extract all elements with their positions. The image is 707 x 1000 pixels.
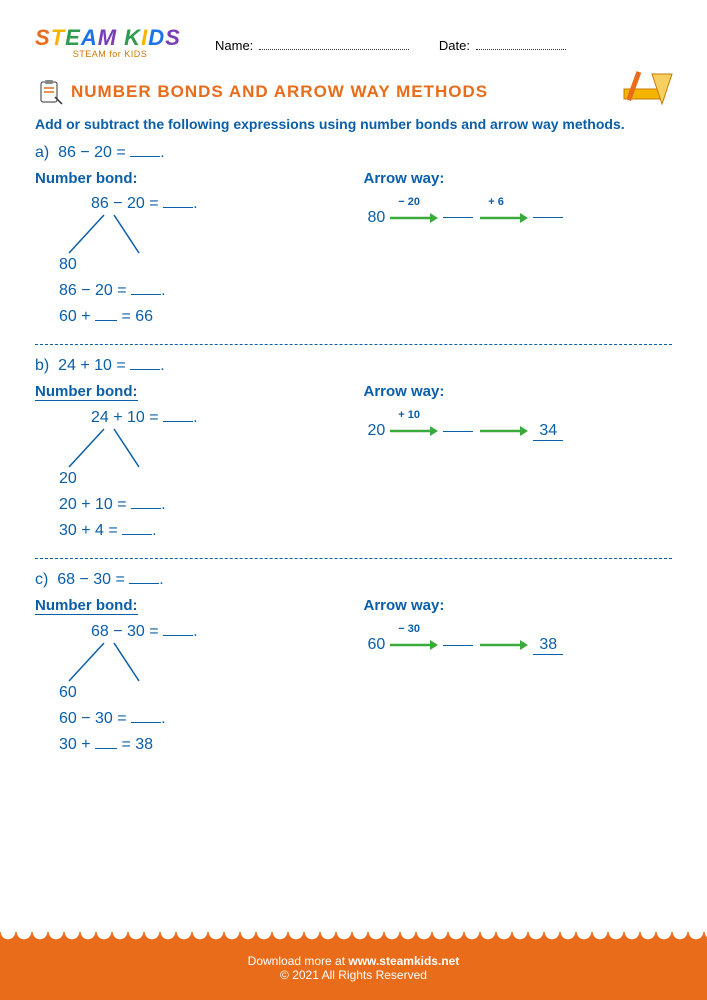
bond-step: 60 − 30 = .: [59, 710, 344, 728]
header-fields: Name: Date:: [215, 38, 672, 53]
arrow-way-label: Arrow way:: [364, 383, 445, 400]
number-bond-label: Number bond:: [35, 597, 138, 615]
arrow-op2-label: + 6: [488, 196, 504, 208]
bond-equation: 68 − 30 = .: [91, 623, 344, 641]
number-bond-label: Number bond:: [35, 383, 138, 401]
bond-diagram: [59, 427, 344, 474]
footer-scallop: [0, 932, 707, 944]
date-field: Date:: [439, 38, 566, 53]
bond-step: 30 + 4 = .: [59, 522, 344, 540]
page-footer: Download more at www.steamkids.net © 202…: [0, 940, 707, 1000]
arrow-op1-label: − 30: [398, 623, 420, 635]
bond-diagram: [59, 641, 344, 688]
bond-step: 60 + = 66: [59, 308, 344, 326]
arrow-result: 38: [533, 636, 563, 655]
problem-expression: b) 24 + 10 = .: [35, 357, 672, 375]
problem-b: b) 24 + 10 = . Number bond: 24 + 10 = . …: [35, 357, 672, 548]
arrow-result: 34: [533, 422, 563, 441]
bond-step: 30 + = 38: [59, 736, 344, 754]
problem-expression: c) 68 − 30 = .: [35, 571, 672, 589]
arrow-end-blank[interactable]: [533, 217, 563, 218]
arrow-diagram: 20 + 10 34: [368, 422, 673, 441]
bond-equation: 24 + 10 = .: [91, 409, 344, 427]
arrow-op1-label: − 20: [398, 196, 420, 208]
footer-line1: Download more at www.steamkids.net: [0, 954, 707, 968]
arrow-start: 20: [368, 422, 386, 440]
name-field: Name:: [215, 38, 409, 53]
arrow-step1: − 30: [388, 639, 438, 651]
arrow-step2: + 6: [478, 212, 528, 224]
arrow-start: 60: [368, 636, 386, 654]
footer-copyright: © 2021 All Rights Reserved: [0, 968, 707, 982]
name-blank[interactable]: [259, 38, 409, 50]
arrow-mid-blank[interactable]: [443, 431, 473, 432]
arrow-diagram: 60 − 30 38: [368, 636, 673, 655]
date-blank[interactable]: [476, 38, 566, 50]
arrow-step2: [478, 639, 528, 651]
arrow-op1-label: + 10: [398, 409, 420, 421]
logo: STEAM KIDS STEAM for KIDS: [35, 25, 185, 59]
arrow-mid-blank[interactable]: [443, 217, 473, 218]
logo-text: STEAM KIDS: [35, 25, 185, 51]
clipboard-icon: [35, 77, 65, 107]
section-divider: [35, 344, 672, 345]
date-label: Date:: [439, 38, 470, 53]
arrow-way-label: Arrow way:: [364, 170, 445, 187]
instructions: Add or subtract the following expression…: [35, 115, 672, 134]
arrow-step2: [478, 425, 528, 437]
arrow-start: 80: [368, 209, 386, 227]
bond-step: 20 + 10 = .: [59, 496, 344, 514]
arrow-mid-blank[interactable]: [443, 645, 473, 646]
number-bond-label: Number bond:: [35, 170, 138, 187]
section-divider: [35, 558, 672, 559]
ruler-pencil-icon: [622, 69, 682, 109]
arrow-diagram: 80 − 20 + 6: [368, 209, 673, 227]
worksheet-header: STEAM KIDS STEAM for KIDS Name: Date:: [35, 25, 672, 59]
worksheet-title: NUMBER BONDS AND ARROW WAY METHODS: [71, 82, 488, 102]
name-label: Name:: [215, 38, 253, 53]
title-row: NUMBER BONDS AND ARROW WAY METHODS: [35, 77, 672, 107]
problem-c: c) 68 − 30 = . Number bond: 68 − 30 = . …: [35, 571, 672, 762]
bond-step: 86 − 20 = .: [59, 282, 344, 300]
bond-diagram: [59, 213, 344, 260]
bond-equation: 86 − 20 = .: [91, 195, 344, 213]
problem-a: a) 86 − 20 = . Number bond: 86 − 20 = . …: [35, 144, 672, 334]
problem-expression: a) 86 − 20 = .: [35, 144, 672, 162]
arrow-step1: − 20: [388, 212, 438, 224]
arrow-step1: + 10: [388, 425, 438, 437]
arrow-way-label: Arrow way:: [364, 597, 445, 614]
